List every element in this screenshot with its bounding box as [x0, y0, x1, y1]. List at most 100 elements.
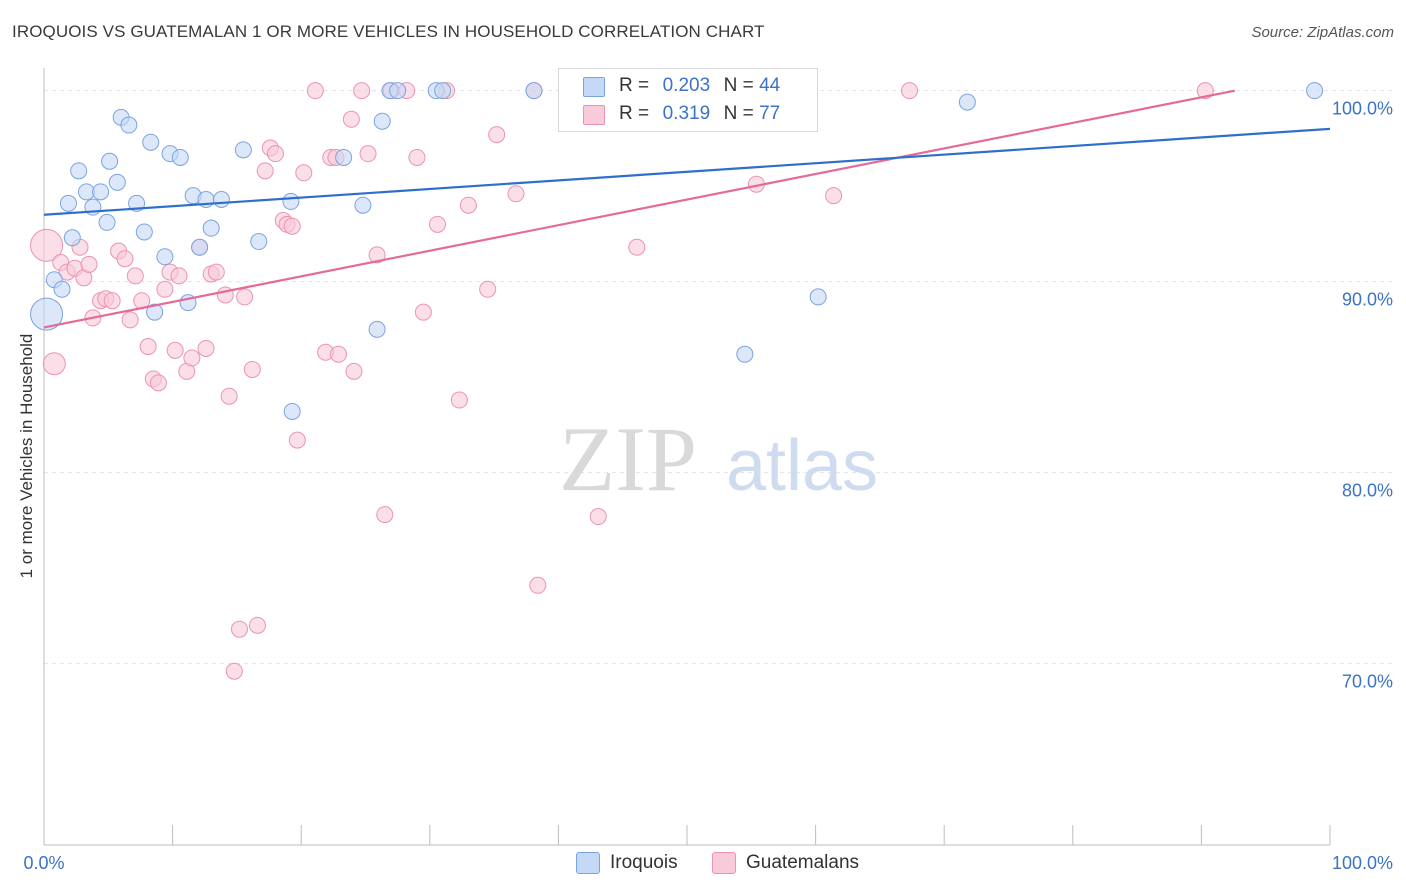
guatemalans-legend-label: Guatemalans	[746, 852, 860, 873]
watermark-atlas: atlas	[726, 426, 878, 506]
guatemalans-point	[266, 145, 284, 163]
trend-lines	[43, 89, 1331, 329]
guatemalans-point	[30, 228, 64, 262]
guatemalans-point	[628, 238, 646, 256]
series-guatemalans	[30, 82, 1214, 680]
guatemalans-point	[103, 292, 121, 310]
guatemalans-point	[116, 250, 134, 268]
guatemalans-point	[450, 391, 468, 409]
source-label: Source: ZipAtlas.com	[1251, 24, 1394, 41]
guatemalans-legend-swatch	[712, 852, 736, 874]
guatemalans-point	[236, 288, 254, 306]
iroquois-point	[335, 148, 353, 166]
iroquois-point	[77, 183, 95, 201]
guatemalans-point	[900, 82, 918, 100]
guatemalans-point	[170, 267, 188, 285]
iroquois-point	[212, 191, 230, 209]
guatemalans-point	[529, 576, 547, 594]
guatemalans-point	[295, 164, 313, 182]
iroquois-point	[1306, 82, 1324, 100]
legend-item-guatemalans[interactable]: Guatemalans	[712, 852, 859, 874]
x-tick-label: 0.0%	[23, 853, 64, 873]
iroquois-point	[809, 288, 827, 306]
watermark-zip: ZIP	[559, 408, 697, 510]
y-tick-label: 80.0%	[1342, 481, 1393, 501]
guatemalans-point	[139, 338, 157, 356]
n-label: N =	[723, 75, 754, 96]
guatemalans-point	[248, 616, 266, 634]
iroquois-point	[250, 233, 268, 251]
grid-lines	[44, 90, 1392, 665]
iroquois-point	[142, 133, 160, 151]
iroquois-point	[63, 229, 81, 247]
iroquois-point	[171, 148, 189, 166]
guatemalans-point	[479, 280, 497, 298]
guatemalans-point	[166, 341, 184, 359]
iroquois-point	[234, 141, 252, 159]
watermark: ZIP atlas	[559, 408, 878, 510]
iroquois-point	[59, 194, 77, 212]
n-label: N =	[723, 103, 754, 124]
guatemalans-point	[243, 360, 261, 378]
iroquois-point	[101, 152, 119, 170]
axes	[43, 68, 1331, 846]
chart-title: IROQUOIS VS GUATEMALAN 1 OR MORE VEHICLE…	[12, 22, 765, 41]
guatemalans-point	[230, 620, 248, 638]
guatemalans-point	[408, 148, 426, 166]
guatemalans-point	[306, 82, 324, 100]
guatemalans-point	[156, 280, 174, 298]
iroquois-n-value: 44	[759, 75, 781, 96]
tick-labels: 100.0% 90.0% 80.0% 70.0% 0.0% 100.0%	[23, 99, 1393, 873]
iroquois-point	[156, 248, 174, 266]
guatemalans-point	[283, 217, 301, 235]
iroquois-point	[120, 116, 138, 134]
guatemalans-point	[368, 246, 386, 264]
iroquois-r-value: 0.203	[662, 75, 711, 96]
iroquois-legend-label: Iroquois	[610, 852, 678, 873]
x-tick-label: 100.0%	[1332, 853, 1393, 873]
guatemalans-point	[220, 387, 238, 405]
iroquois-trend-line	[43, 127, 1331, 216]
guatemalans-point	[353, 82, 371, 100]
iroquois-point	[525, 82, 543, 100]
guatemalans-point	[329, 345, 347, 363]
y-axis-title: 1 or more Vehicles in Household	[17, 333, 36, 579]
iroquois-point	[283, 402, 301, 420]
guatemalans-n-value: 77	[759, 103, 781, 124]
guatemalans-point	[225, 662, 243, 680]
guatemalans-point	[488, 126, 506, 144]
iroquois-point	[389, 82, 407, 100]
guatemalans-point	[256, 162, 274, 180]
iroquois-point	[958, 93, 976, 111]
iroquois-point	[70, 162, 88, 180]
iroquois-point	[98, 213, 116, 231]
iroquois-point	[92, 183, 110, 201]
iroquois-point	[282, 192, 300, 210]
legend-item-iroquois[interactable]: Iroquois	[576, 852, 678, 874]
guatemalans-point	[359, 145, 377, 163]
iroquois-point	[354, 196, 372, 214]
guatemalans-point	[288, 431, 306, 449]
guatemalans-point	[80, 255, 98, 273]
guatemalans-r-value: 0.319	[662, 103, 711, 124]
r-label: R =	[619, 75, 650, 96]
guatemalans-point	[207, 263, 225, 281]
guatemalans-point	[376, 506, 394, 524]
iroquois-point	[434, 82, 452, 100]
guatemalans-point	[507, 185, 525, 203]
iroquois-legend-swatch	[576, 852, 600, 874]
guatemalans-point	[429, 215, 447, 233]
iroquois-point	[191, 238, 209, 256]
y-tick-label: 70.0%	[1342, 672, 1393, 692]
r-label: R =	[619, 103, 650, 124]
guatemalans-point	[126, 267, 144, 285]
iroquois-point	[108, 173, 126, 191]
guatemalans-point	[183, 349, 201, 367]
stats-legend: R = 0.203 N = 44 R = 0.319 N = 77	[558, 68, 818, 132]
y-tick-label: 90.0%	[1342, 290, 1393, 310]
iroquois-point	[202, 219, 220, 237]
guatemalans-point	[342, 110, 360, 128]
iroquois-swatch	[583, 77, 605, 97]
guatemalans-point	[825, 187, 843, 205]
